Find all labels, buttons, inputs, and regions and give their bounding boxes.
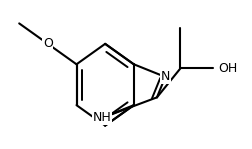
Text: N: N — [160, 70, 169, 83]
Text: O: O — [43, 37, 53, 50]
Text: OH: OH — [218, 62, 237, 75]
Text: NH: NH — [92, 111, 111, 124]
